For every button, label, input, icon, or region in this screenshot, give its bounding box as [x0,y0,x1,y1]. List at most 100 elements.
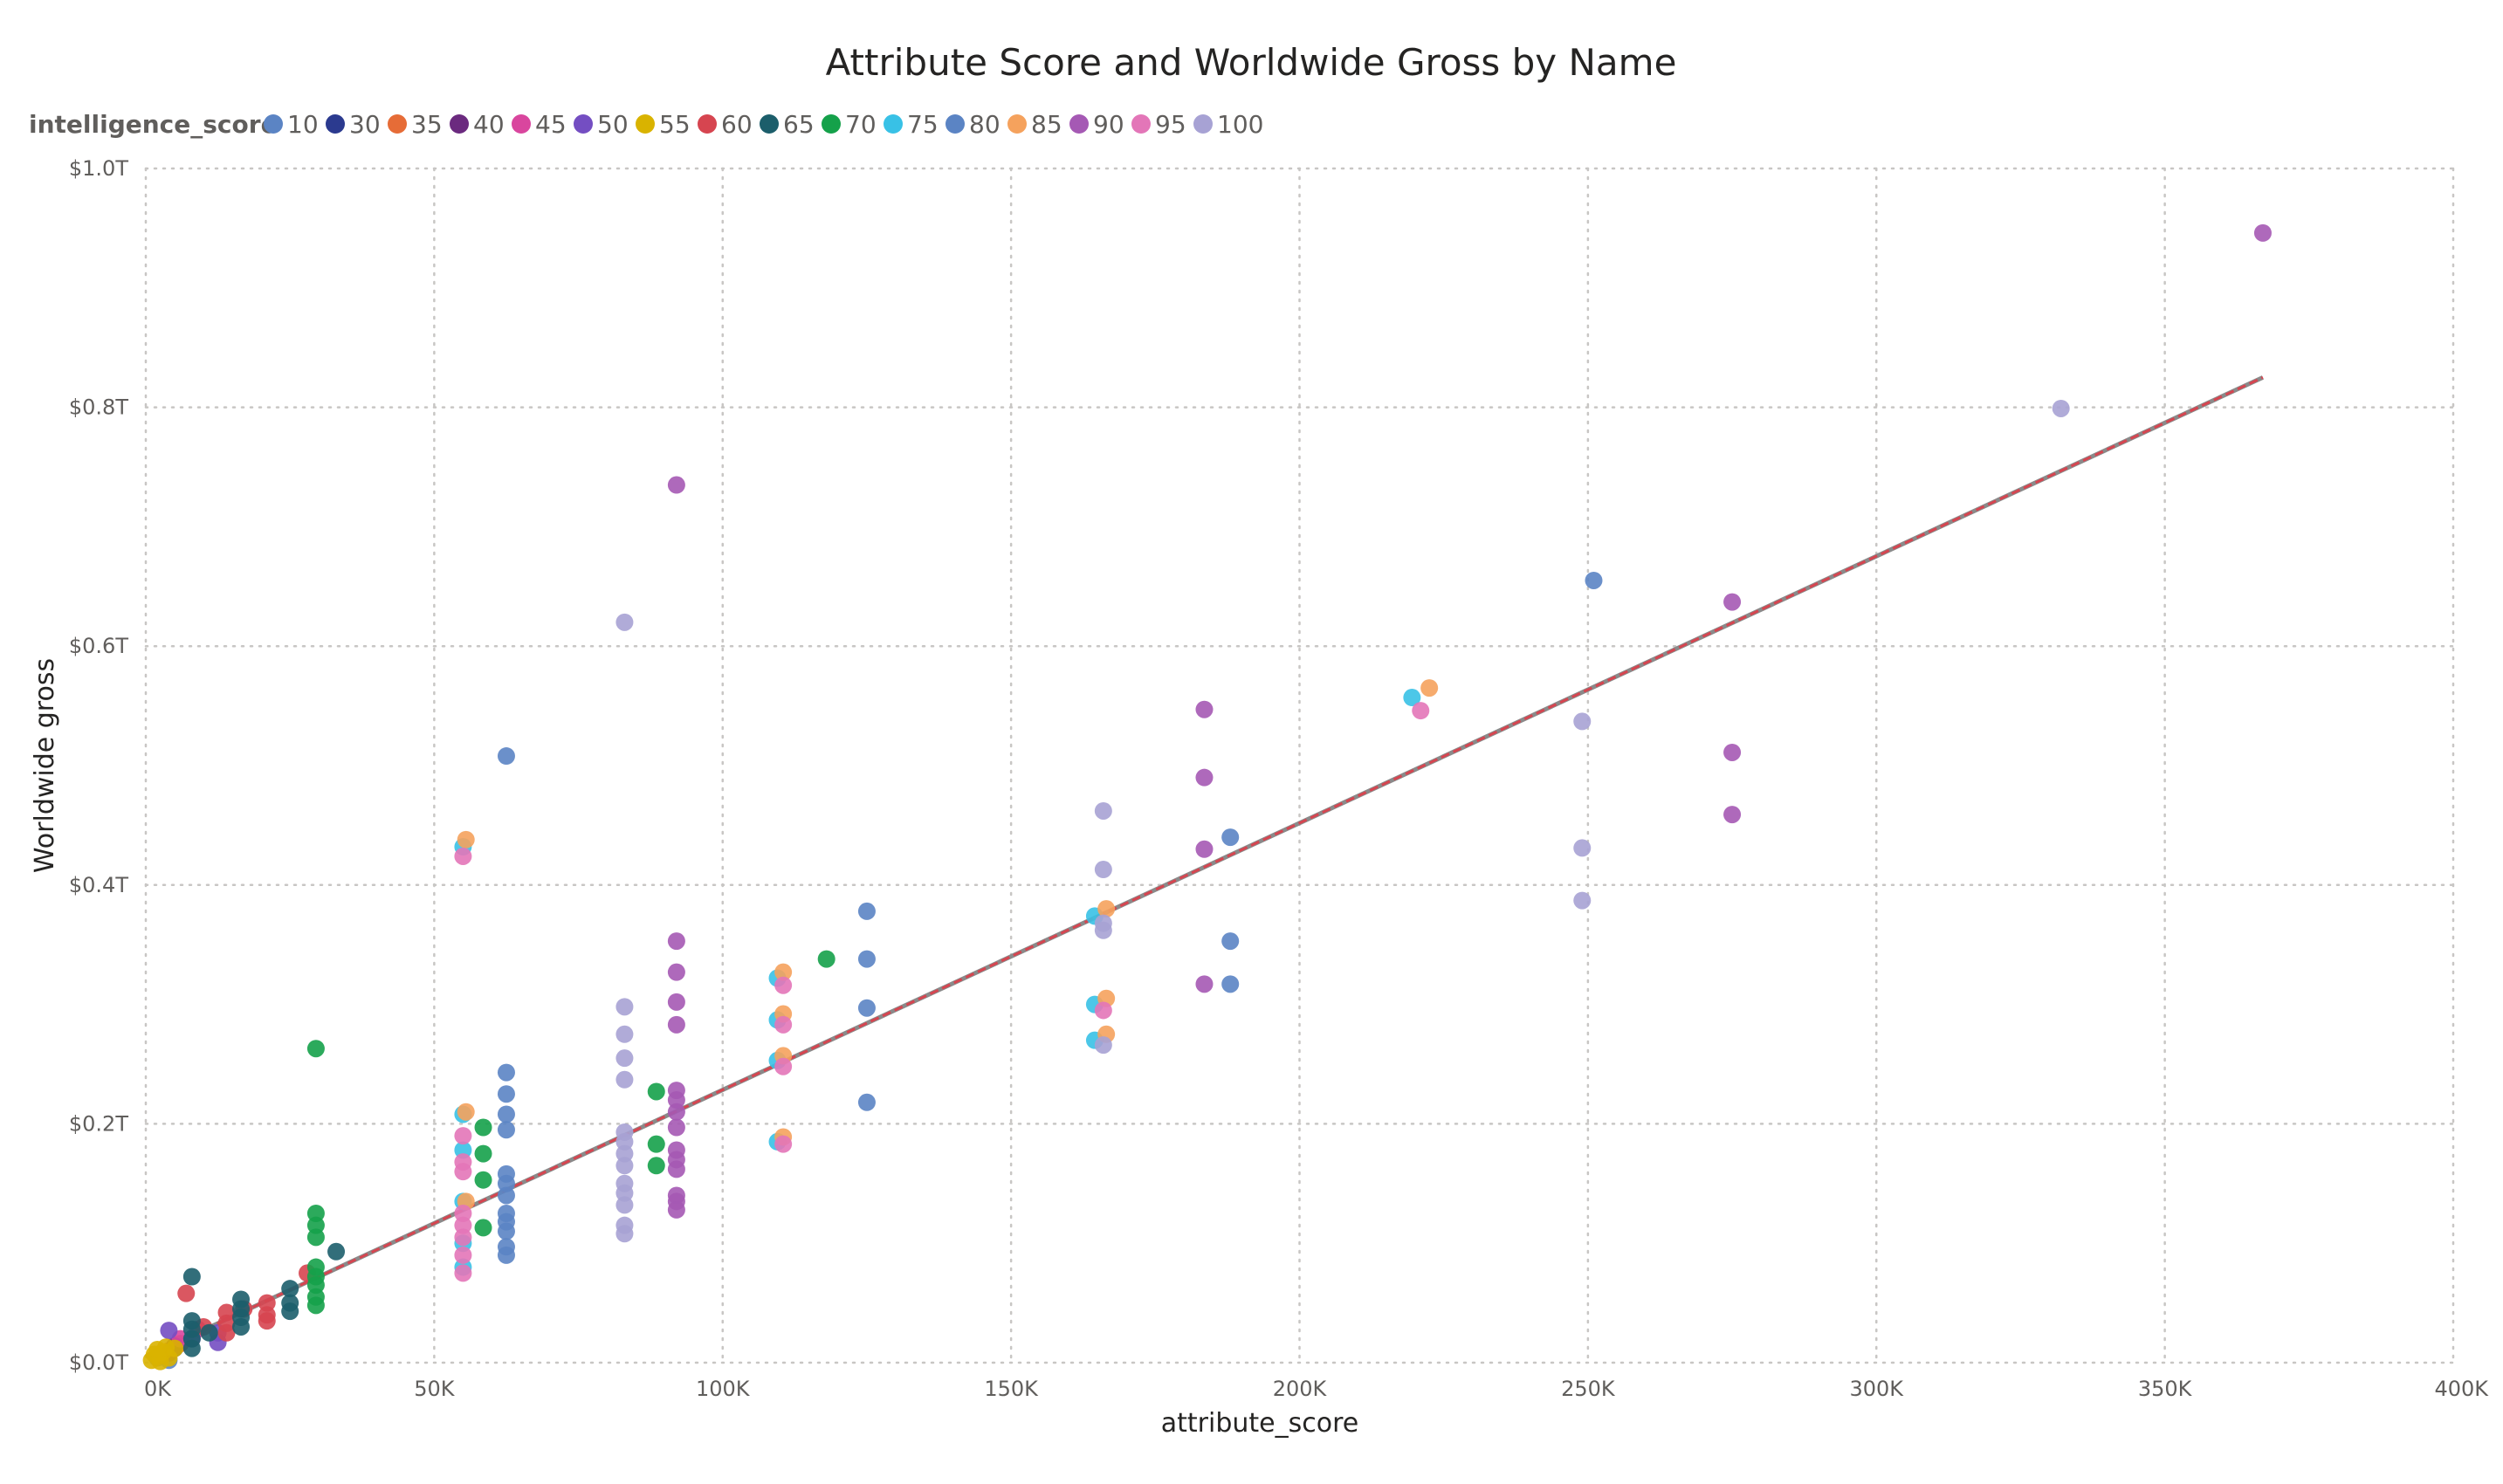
data-point[interactable] [258,1312,276,1330]
data-point[interactable] [1195,768,1214,787]
data-point[interactable] [497,1246,515,1264]
data-point[interactable] [667,1091,685,1110]
data-point[interactable] [817,950,835,968]
data-point[interactable] [1573,891,1592,910]
legend-item-75[interactable]: 75 [884,110,939,139]
data-point[interactable] [857,1093,876,1111]
legend-item-30[interactable]: 30 [326,110,381,139]
legend-item-55[interactable]: 55 [636,110,691,139]
legend-item-40[interactable]: 40 [450,110,505,139]
data-point[interactable] [1195,700,1214,718]
data-point[interactable] [182,1339,201,1357]
data-point[interactable] [1097,900,1116,918]
data-point[interactable] [1573,712,1592,731]
data-point[interactable] [306,1228,325,1247]
legend-item-35[interactable]: 35 [388,110,443,139]
data-point[interactable] [615,1196,634,1214]
legend-item-95[interactable]: 95 [1131,110,1186,139]
data-point[interactable] [667,963,685,981]
data-point[interactable] [1723,806,1742,824]
data-point[interactable] [667,993,685,1011]
data-point[interactable] [667,1103,685,1121]
data-point[interactable] [1094,1036,1112,1055]
data-point[interactable] [774,976,793,994]
data-point[interactable] [667,1118,685,1137]
data-point[interactable] [667,932,685,951]
data-point[interactable] [306,1296,325,1315]
legend-item-45[interactable]: 45 [512,110,567,139]
data-point[interactable] [615,1184,634,1202]
data-point[interactable] [615,613,634,631]
data-point[interactable] [454,1216,472,1234]
legend-item-10[interactable]: 10 [264,110,319,139]
data-point[interactable] [217,1323,236,1342]
data-point[interactable] [615,1157,634,1175]
data-point[interactable] [647,1157,665,1175]
data-point[interactable] [497,1222,515,1240]
data-point[interactable] [497,747,515,766]
data-point[interactable] [306,1040,325,1058]
data-point[interactable] [327,1242,346,1261]
legend-item-90[interactable]: 90 [1069,110,1124,139]
data-point[interactable] [182,1268,201,1286]
data-point[interactable] [1221,932,1240,951]
data-point[interactable] [306,1205,325,1222]
data-point[interactable] [615,1049,634,1068]
data-point[interactable] [258,1294,276,1312]
data-point[interactable] [474,1118,492,1137]
data-point[interactable] [454,1246,472,1264]
data-point[interactable] [281,1280,299,1298]
data-point[interactable] [1585,571,1603,589]
data-point[interactable] [497,1105,515,1123]
data-point[interactable] [177,1284,196,1302]
data-point[interactable] [497,1186,515,1205]
data-point[interactable] [474,1171,492,1189]
data-point[interactable] [857,902,876,920]
data-point[interactable] [497,1121,515,1139]
data-point[interactable] [647,1135,665,1153]
data-point[interactable] [281,1302,299,1321]
data-point[interactable] [306,1276,325,1295]
data-point[interactable] [1195,840,1214,858]
data-point[interactable] [1403,689,1421,707]
data-point[interactable] [774,963,793,981]
data-point[interactable] [457,830,475,848]
data-point[interactable] [1573,839,1592,857]
data-point[interactable] [857,950,876,968]
data-point[interactable] [615,998,634,1016]
data-point[interactable] [497,1085,515,1103]
data-point[interactable] [148,1340,167,1358]
data-point[interactable] [1723,743,1742,761]
data-point[interactable] [232,1317,251,1336]
data-point[interactable] [667,1160,685,1178]
data-point[interactable] [1221,828,1240,847]
data-point[interactable] [1420,679,1439,697]
data-point[interactable] [1195,975,1214,993]
data-point[interactable] [454,1163,472,1181]
data-point[interactable] [454,1205,472,1222]
data-point[interactable] [1094,861,1112,879]
data-point[interactable] [160,1322,178,1340]
data-point[interactable] [1094,1001,1112,1020]
legend[interactable]: intelligence_score 10 30 35 40 45 50 55 60 65 70 7… [29,110,1263,139]
data-point[interactable] [454,847,472,865]
data-point[interactable] [1412,702,1430,720]
data-point[interactable] [1094,921,1112,939]
legend-item-60[interactable]: 60 [698,110,753,139]
data-point[interactable] [774,1015,793,1034]
data-point[interactable] [615,1025,634,1043]
data-point[interactable] [457,1103,475,1121]
data-point[interactable] [474,1144,492,1163]
data-point[interactable] [454,1141,472,1159]
data-point[interactable] [454,1228,472,1247]
data-point[interactable] [615,1132,634,1151]
data-point[interactable] [454,1127,472,1145]
legend-item-100[interactable]: 100 [1193,110,1263,139]
data-point[interactable] [667,1015,685,1034]
data-point[interactable] [497,1174,515,1192]
legend-item-50[interactable]: 50 [574,110,629,139]
data-point[interactable] [1723,593,1742,611]
data-point[interactable] [454,1264,472,1282]
data-point[interactable] [615,1144,634,1163]
data-point[interactable] [2253,223,2272,242]
